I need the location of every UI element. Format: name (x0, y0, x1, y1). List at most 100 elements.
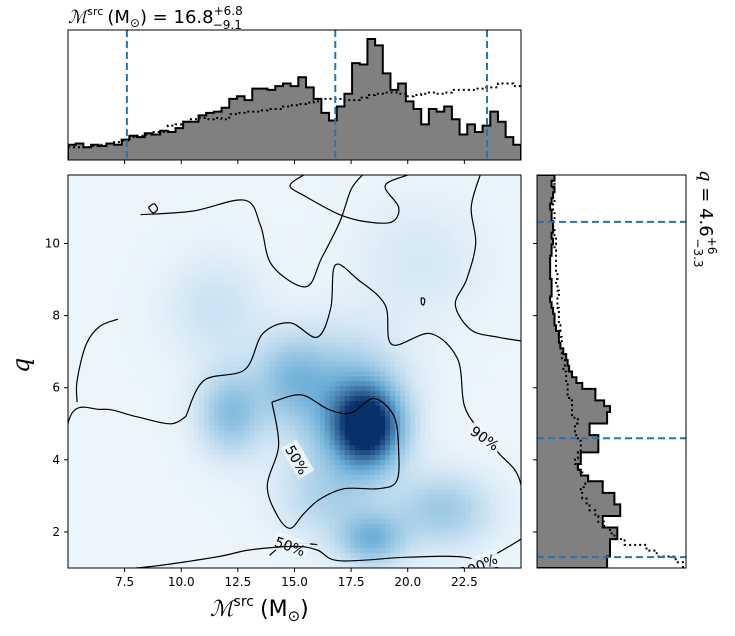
heatmap-cell (294, 307, 301, 314)
heatmap-cell (359, 381, 366, 387)
heatmap-cell (208, 179, 215, 186)
heatmap-cell (319, 381, 326, 387)
heatmap-cell (415, 410, 421, 417)
heatmap-cell (148, 229, 155, 235)
heatmap-cell (334, 405, 341, 412)
heatmap-cell (153, 371, 160, 378)
heatmap-cell (370, 366, 376, 373)
heatmap-cell (163, 229, 170, 235)
heatmap-cell (73, 175, 79, 181)
heatmap-cell (495, 376, 502, 382)
heatmap-cell (113, 400, 119, 407)
heatmap-cell (188, 381, 195, 387)
heatmap-cell (198, 292, 205, 299)
heatmap-cell (470, 268, 477, 274)
heatmap-cell (83, 317, 89, 323)
heatmap-cell (349, 243, 356, 250)
heatmap-cell (455, 268, 462, 274)
heatmap-cell (304, 327, 311, 333)
heatmap-cell (465, 322, 472, 328)
heatmap-cell (244, 440, 250, 446)
heatmap-cell (470, 184, 477, 191)
heatmap-cell (163, 283, 170, 289)
heatmap-cell (93, 391, 99, 397)
top-histogram-bar (190, 121, 200, 160)
heatmap-cell (113, 184, 119, 191)
heatmap-cell (78, 292, 84, 299)
heatmap-cell (354, 435, 361, 441)
heatmap-cell (344, 199, 351, 206)
top-histogram-bar (252, 88, 261, 160)
heatmap-cell (390, 317, 396, 323)
heatmap-cell (274, 361, 280, 368)
heatmap-cell (153, 376, 160, 382)
heatmap-cell (505, 194, 512, 201)
heatmap-cell (193, 400, 200, 407)
heatmap-cell (123, 204, 129, 210)
heatmap-cell (425, 435, 431, 441)
heatmap-cell (163, 219, 170, 225)
heatmap-cell (274, 381, 280, 387)
heatmap-cell (234, 440, 240, 446)
heatmap-cell (148, 312, 155, 319)
heatmap-cell (370, 263, 376, 269)
heatmap-cell (400, 194, 406, 201)
heatmap-cell (208, 361, 215, 368)
heatmap-cell (83, 292, 89, 299)
heatmap-cell (198, 307, 205, 314)
heatmap-cell (385, 219, 391, 225)
heatmap-cell (103, 327, 109, 333)
heatmap-cell (88, 415, 94, 422)
heatmap-cell (415, 366, 421, 373)
heatmap-cell (324, 253, 331, 260)
heatmap-cell (88, 233, 94, 240)
heatmap-cell (334, 283, 341, 289)
heatmap-cell (445, 322, 452, 328)
heatmap-cell (98, 415, 104, 422)
heatmap-cell (470, 332, 477, 338)
heatmap-cell (470, 337, 477, 343)
heatmap-cell (314, 332, 321, 338)
heatmap-cell (354, 273, 361, 279)
heatmap-cell (128, 224, 135, 230)
heatmap-cell (259, 312, 265, 319)
heatmap-cell (274, 435, 280, 441)
heatmap-cell (344, 292, 351, 299)
heatmap-cell (244, 238, 250, 245)
heatmap-cell (88, 346, 94, 353)
heatmap-cell (445, 420, 452, 427)
heatmap-cell (390, 327, 396, 333)
heatmap-cell (510, 287, 517, 294)
heatmap-cell (213, 273, 220, 279)
heatmap-cell (128, 243, 135, 250)
heatmap-cell (470, 238, 477, 245)
heatmap-cell (364, 332, 371, 338)
heatmap-cell (128, 346, 135, 353)
heatmap-cell (480, 361, 487, 368)
heatmap-cell (370, 356, 376, 363)
heatmap-cell (219, 420, 225, 427)
heatmap-cell (133, 342, 140, 348)
heatmap-cell (244, 410, 250, 417)
heatmap-cell (103, 376, 109, 382)
heatmap-cell (73, 233, 79, 240)
heatmap-cell (178, 179, 185, 186)
heatmap-cell (138, 214, 145, 220)
heatmap-cell (500, 396, 507, 402)
heatmap-cell (324, 175, 331, 181)
heatmap-cell (113, 283, 119, 289)
heatmap-cell (450, 317, 457, 323)
heatmap-cell (445, 189, 452, 196)
heatmap-cell (510, 322, 517, 328)
heatmap-cell (143, 283, 150, 289)
heatmap-cell (213, 351, 220, 358)
heatmap-cell (329, 410, 336, 417)
heatmap-cell (314, 356, 321, 363)
heatmap-cell (405, 405, 411, 412)
heatmap-cell (269, 435, 275, 441)
heatmap-cell (234, 337, 240, 343)
heatmap-cell (178, 396, 185, 402)
heatmap-cell (500, 322, 507, 328)
heatmap-cell (98, 346, 104, 353)
heatmap-cell (460, 199, 467, 206)
